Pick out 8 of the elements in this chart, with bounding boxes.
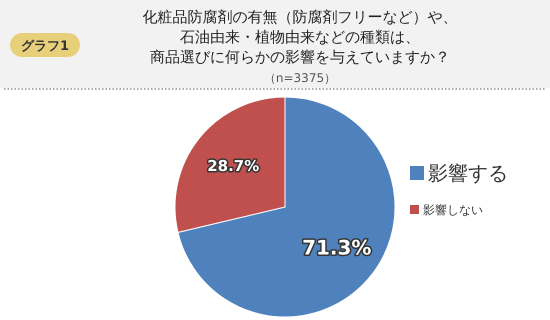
legend-label: 影響する <box>428 161 508 185</box>
data-label: 28.7% <box>207 157 260 176</box>
chart-subtitle: （n=3375） <box>264 71 336 85</box>
pie-slice <box>177 96 396 318</box>
text: グラフ1 <box>20 39 70 54</box>
data-label: 71.3% <box>302 236 372 260</box>
chart-title: 化粧品防腐剤の有無（防腐剤フリーなど）や、石油由来・植物由来などの種類は、商品選びに何らかの影響を与えていますか？ <box>142 8 458 66</box>
legend-label: 影響しない <box>423 203 483 217</box>
